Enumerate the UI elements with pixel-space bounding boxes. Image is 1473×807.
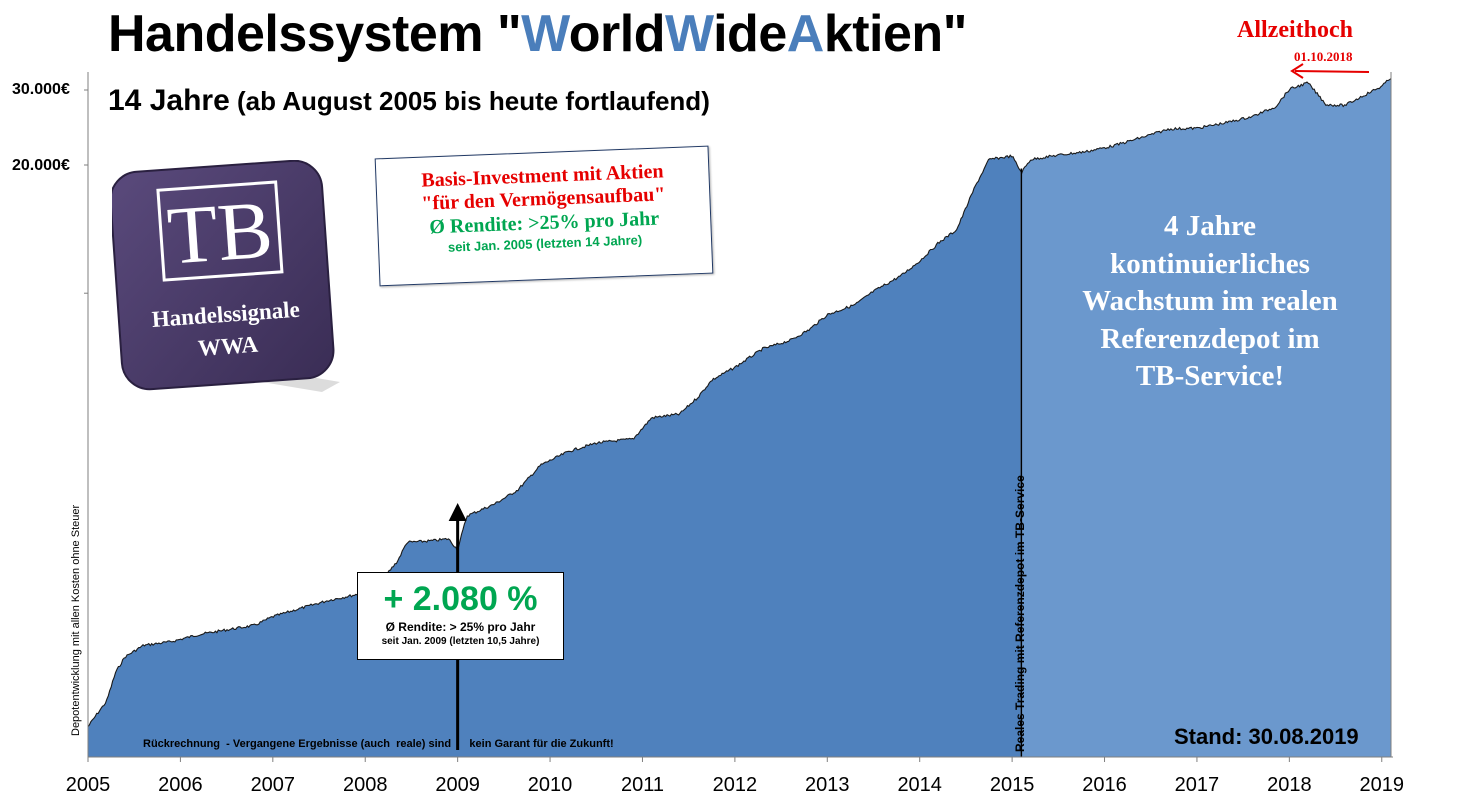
x-tick-label: 2008 bbox=[342, 774, 388, 796]
logo-line2: WWA bbox=[197, 332, 259, 361]
x-tick-label: 2005 bbox=[65, 774, 111, 796]
tb-handelssignale-logo: TB Handelssignale WWA bbox=[112, 160, 340, 392]
x-tick-label: 2011 bbox=[620, 774, 664, 796]
growth-line-4: Referenzdepot im bbox=[1100, 322, 1320, 355]
x-tick-label: 2018 bbox=[1267, 774, 1312, 796]
y-tick-label-20000: 20.000€ bbox=[12, 157, 70, 174]
x-tick-label: 2016 bbox=[1082, 774, 1127, 796]
x-tick-label: 2015 bbox=[989, 774, 1035, 796]
performance-value: + 2.080 % bbox=[383, 580, 538, 618]
basis-investment-box: Basis-Investment mit Aktien "für den Ver… bbox=[374, 145, 714, 287]
area-backtest bbox=[88, 155, 1021, 757]
y-tick-label-30000: 30.000€ bbox=[12, 81, 70, 98]
subtitle-detail: (ab August 2005 bis heute fortlaufend) bbox=[229, 86, 710, 116]
x-tick-label: 2019 bbox=[1359, 774, 1405, 796]
x-tick-label: 2012 bbox=[712, 774, 758, 796]
real-trading-label: Reales Trading mit Referenzdepot im TB-S… bbox=[1013, 475, 1027, 752]
area-real-trading bbox=[1020, 78, 1391, 757]
allzeithoch-date: 01.10.2018 bbox=[1294, 49, 1353, 64]
chart-subtitle: 14 Jahre (ab August 2005 bis heute fortl… bbox=[108, 84, 710, 118]
x-tick-label: 2009 bbox=[435, 774, 480, 796]
y-axis-label: Depotentwicklung mit allen Kosten ohne S… bbox=[70, 504, 82, 736]
allzeithoch-label: Allzeithoch bbox=[1237, 17, 1353, 43]
x-tick-label: 2010 bbox=[527, 774, 573, 796]
x-tick-label: 2006 bbox=[158, 774, 203, 796]
allzeithoch-arrow bbox=[1294, 70, 1370, 73]
disclaimer-text: Rückrechnung - Vergangene Ergebnisse (au… bbox=[143, 738, 614, 750]
growth-line-1: 4 Jahre bbox=[1163, 210, 1257, 242]
x-tick-label: 2013 bbox=[805, 774, 850, 796]
growth-annotation: 4 Jahre kontinuierliches Wachstum im rea… bbox=[1040, 208, 1380, 396]
x-tick-label: 2007 bbox=[250, 774, 296, 796]
growth-line-3: Wachstum im realen bbox=[1082, 285, 1338, 317]
x-tick-label: 2014 bbox=[897, 774, 942, 796]
logo-letters: TB bbox=[165, 183, 276, 281]
growth-line-5: TB-Service! bbox=[1135, 360, 1285, 392]
chart-title: Handelssystem "WorldWideAktien" bbox=[108, 5, 967, 63]
equity-line bbox=[87, 78, 1392, 728]
performance-line-2: Ø Rendite: > 25% pro Jahr bbox=[385, 620, 536, 634]
performance-box: + 2.080 % Ø Rendite: > 25% pro Jahr seit… bbox=[357, 572, 564, 660]
stand-date: Stand: 30.08.2019 bbox=[1174, 724, 1359, 749]
performance-arrow-head bbox=[448, 503, 467, 521]
allzeithoch-arrow-head bbox=[1290, 63, 1304, 79]
growth-line-2: kontinuierliches bbox=[1110, 247, 1310, 280]
performance-line-3: seit Jan. 2009 (letzten 10,5 Jahre) bbox=[381, 636, 540, 647]
subtitle-main: 14 Jahre bbox=[108, 84, 230, 117]
x-tick-label: 2017 bbox=[1174, 774, 1220, 796]
